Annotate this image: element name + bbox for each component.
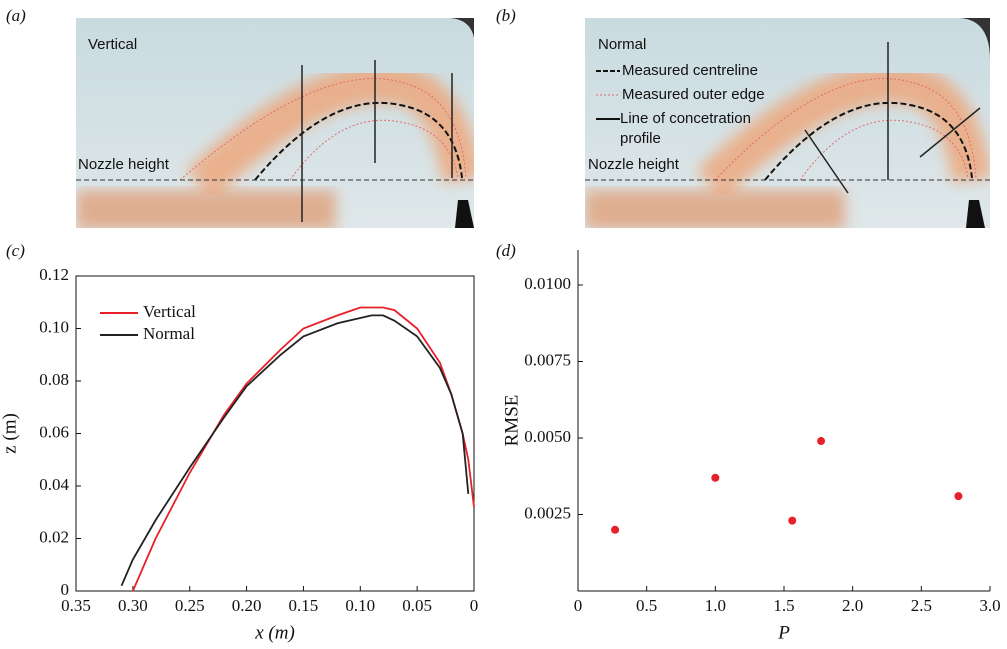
data-line: [120, 314, 470, 587]
y-tick-label: 0.0100: [524, 274, 571, 293]
x-axis-label: P: [777, 622, 790, 643]
legend-label-box: Line of concetration profile: [620, 110, 751, 147]
plot-frame: [75, 275, 475, 592]
x-tick-label: 1.5: [773, 596, 794, 615]
y-tick-label: 0.06: [39, 422, 69, 441]
photo-a: [76, 18, 474, 228]
point: [817, 437, 826, 446]
legend-label: Measured outer edge: [622, 86, 765, 103]
x-tick-label: 0.20: [232, 596, 262, 615]
x-tick-label: 0.15: [289, 596, 319, 615]
x-tick-label: 0: [470, 596, 479, 615]
point: [611, 525, 620, 534]
x-axis-label: x (m): [254, 622, 295, 643]
annotation: Nozzle height: [78, 156, 170, 173]
x-tick-label: 0.10: [345, 596, 375, 615]
x-tick-label: 0.35: [61, 596, 91, 615]
y-tick-label: 0.0050: [524, 427, 571, 446]
x-tick-label: 0.25: [175, 596, 205, 615]
y-tick-label: 0.0025: [524, 503, 571, 522]
x-tick-label: 2.0: [842, 596, 863, 615]
data-line: [132, 306, 475, 592]
panel-label: (a): [6, 6, 26, 25]
x-tick-label: 0.5: [636, 596, 657, 615]
point: [711, 473, 720, 482]
x-tick-label: 2.5: [911, 596, 932, 615]
x-tick-label: 0.05: [402, 596, 432, 615]
y-tick-label: 0.02: [39, 527, 69, 546]
legend-label: Line of concetration profile: [620, 110, 751, 147]
y-tick-label: 0: [61, 580, 70, 599]
y-axis-label: RMSE: [501, 395, 522, 447]
y-tick-label: 0.0075: [524, 350, 571, 369]
x-tick-label: 0.30: [118, 596, 148, 615]
y-axis-label: z (m): [0, 413, 20, 454]
legend-label: Measured centreline: [622, 62, 758, 79]
legend-label: Vertical: [143, 302, 196, 321]
panel-label: (b): [496, 6, 516, 25]
y-tick-label: 0.04: [39, 475, 69, 494]
y-tick-label: 0.10: [39, 317, 69, 336]
panel-label: (c): [6, 241, 25, 260]
y-tick-label: 0.12: [39, 265, 69, 284]
x-tick-label: 3.0: [979, 596, 1000, 615]
panel-label: (d): [496, 241, 516, 260]
point: [954, 492, 963, 501]
legend-label: Normal: [143, 324, 195, 343]
x-tick-label: 0: [574, 596, 583, 615]
photo-b: [585, 18, 990, 228]
x-tick-label: 1.0: [705, 596, 726, 615]
point: [788, 516, 797, 525]
annotation: Normal: [598, 36, 646, 53]
annotation: Vertical: [88, 36, 137, 53]
annotation: Nozzle height: [588, 156, 680, 173]
y-tick-label: 0.08: [39, 370, 69, 389]
